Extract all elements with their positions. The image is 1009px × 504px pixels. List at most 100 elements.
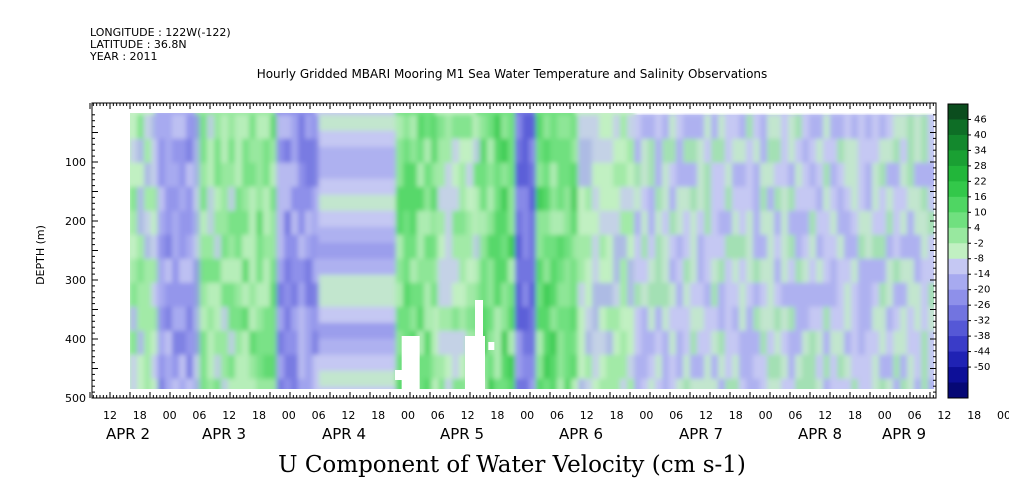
field-cell bbox=[445, 282, 453, 309]
field-cell bbox=[179, 186, 187, 213]
field-cell bbox=[396, 138, 404, 165]
field-cell bbox=[928, 114, 934, 141]
x-tick-label: 12 bbox=[461, 409, 475, 422]
field-cell bbox=[886, 210, 894, 237]
field-cell bbox=[172, 354, 180, 381]
field-cell bbox=[746, 210, 754, 237]
field-cell bbox=[697, 306, 705, 333]
field-cell bbox=[389, 354, 397, 372]
field-cell bbox=[361, 258, 369, 276]
field-cell bbox=[256, 234, 264, 261]
field-cell bbox=[221, 282, 229, 309]
field-cell bbox=[326, 354, 334, 372]
field-cell bbox=[137, 330, 145, 357]
field-cell bbox=[662, 330, 670, 357]
field-cell bbox=[788, 186, 796, 213]
field-cell bbox=[753, 210, 761, 237]
x-tick-label: 12 bbox=[341, 409, 355, 422]
field-cell bbox=[781, 282, 789, 309]
field-cell bbox=[319, 162, 327, 180]
field-cell bbox=[382, 194, 390, 212]
field-cell bbox=[214, 258, 222, 285]
field-cell bbox=[389, 162, 397, 180]
field-cell bbox=[928, 306, 934, 333]
field-cell bbox=[907, 210, 915, 237]
field-cell bbox=[347, 210, 355, 228]
field-cell bbox=[354, 386, 362, 389]
field-cell bbox=[452, 378, 460, 389]
field-cell bbox=[501, 114, 509, 141]
field-cell bbox=[438, 282, 446, 309]
field-cell bbox=[802, 378, 810, 389]
field-cell bbox=[480, 138, 488, 165]
field-cell bbox=[529, 186, 537, 213]
x-tick-label: 06 bbox=[908, 409, 922, 422]
field-cell bbox=[424, 210, 432, 237]
field-cell bbox=[235, 114, 243, 141]
field-cell bbox=[592, 306, 600, 333]
field-cell bbox=[396, 162, 404, 189]
field-cell bbox=[144, 378, 152, 389]
field-cell bbox=[879, 306, 887, 333]
field-cell bbox=[634, 354, 642, 381]
field-cell bbox=[753, 354, 761, 381]
field-cell bbox=[515, 162, 523, 189]
field-cell bbox=[284, 306, 292, 333]
field-cell bbox=[270, 138, 278, 165]
field-cell bbox=[592, 162, 600, 189]
field-cell bbox=[186, 354, 194, 381]
field-cell bbox=[893, 282, 901, 309]
field-cell bbox=[627, 354, 635, 381]
field-cell bbox=[760, 138, 768, 165]
field-cell bbox=[655, 354, 663, 381]
field-cell bbox=[298, 138, 306, 165]
field-cell bbox=[599, 330, 607, 357]
field-cell bbox=[907, 378, 915, 389]
colorbar-swatch bbox=[948, 351, 968, 368]
field-cell bbox=[921, 354, 929, 381]
field-cell bbox=[858, 258, 866, 285]
colorbar-label: -32 bbox=[974, 316, 990, 327]
field-cell bbox=[690, 330, 698, 357]
field-cell bbox=[382, 226, 390, 244]
field-cell bbox=[620, 114, 628, 141]
field-cell bbox=[417, 186, 425, 213]
field-cell bbox=[718, 378, 726, 389]
field-cell bbox=[816, 210, 824, 237]
field-cell bbox=[186, 282, 194, 309]
field-cell bbox=[760, 306, 768, 333]
field-cell bbox=[676, 306, 684, 333]
field-cell bbox=[333, 130, 341, 148]
field-cell bbox=[459, 330, 467, 357]
field-cell bbox=[641, 114, 649, 141]
field-cell bbox=[291, 234, 299, 261]
field-cell bbox=[599, 282, 607, 309]
field-cell bbox=[599, 210, 607, 237]
field-cell bbox=[704, 330, 712, 357]
field-cell bbox=[333, 354, 341, 372]
field-cell bbox=[676, 162, 684, 189]
field-cell bbox=[263, 210, 271, 237]
field-cell bbox=[396, 378, 404, 389]
field-cell bbox=[263, 234, 271, 261]
field-cell bbox=[312, 282, 320, 309]
field-cell bbox=[774, 378, 782, 389]
field-cell bbox=[361, 162, 369, 180]
field-cell bbox=[571, 186, 579, 213]
field-cell bbox=[585, 186, 593, 213]
field-cell bbox=[662, 138, 670, 165]
field-cell bbox=[571, 234, 579, 261]
field-cell bbox=[837, 234, 845, 261]
field-cell bbox=[550, 186, 558, 213]
field-cell bbox=[690, 354, 698, 381]
field-cell bbox=[305, 258, 313, 285]
field-cell bbox=[144, 234, 152, 261]
field-cell bbox=[585, 330, 593, 357]
field-cell bbox=[543, 378, 551, 389]
field-cell bbox=[466, 210, 474, 237]
field-cell bbox=[718, 234, 726, 261]
field-cell bbox=[186, 138, 194, 165]
field-cell bbox=[396, 258, 404, 285]
field-cell bbox=[193, 114, 201, 141]
